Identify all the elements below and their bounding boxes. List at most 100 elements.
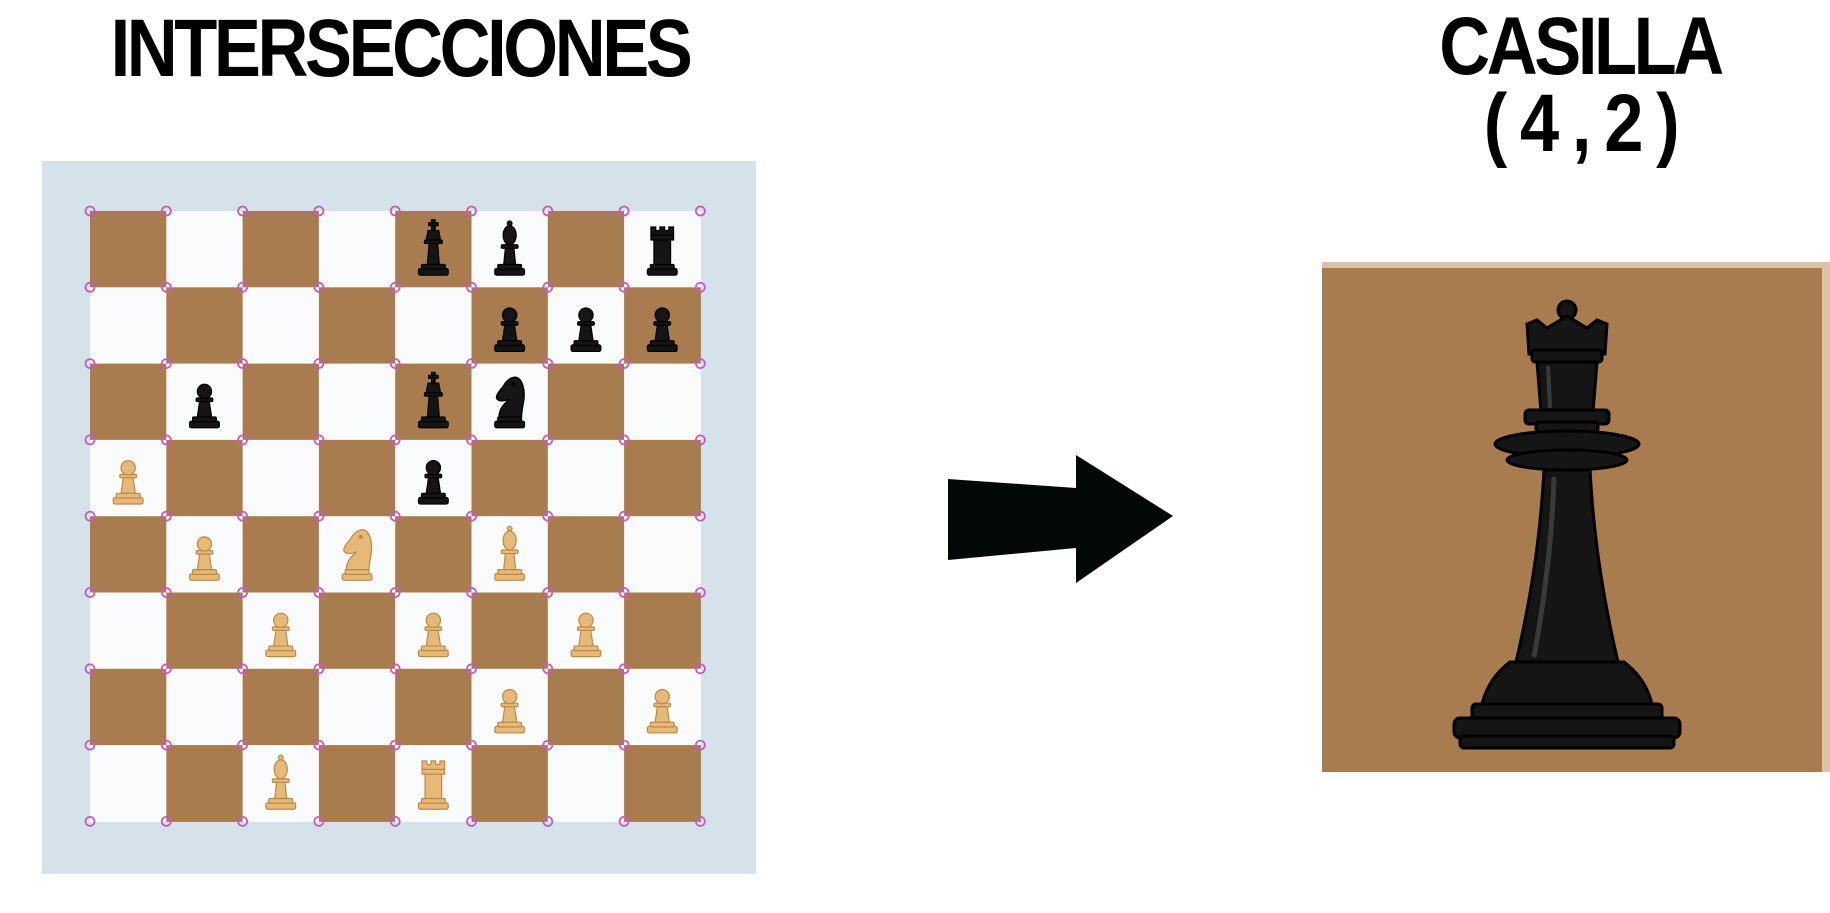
dark-square xyxy=(624,439,701,517)
intersection-marker xyxy=(695,663,706,675)
intersection-marker xyxy=(618,281,630,293)
dark-square xyxy=(471,439,549,517)
intersection-marker xyxy=(160,663,172,675)
intersection-marker xyxy=(466,434,477,446)
white-pawn-icon xyxy=(570,612,602,658)
dark-square xyxy=(242,668,320,746)
intersection-marker xyxy=(466,816,477,827)
intersection-marker xyxy=(618,663,630,675)
intersection-marker xyxy=(160,816,172,827)
intersection-marker xyxy=(313,587,325,598)
intersection-marker xyxy=(160,205,172,217)
intersection-marker xyxy=(695,816,706,827)
black-king-icon xyxy=(417,219,449,276)
intersection-marker xyxy=(695,587,706,598)
dark-square xyxy=(90,363,167,441)
intersection-marker xyxy=(84,358,96,370)
dark-square xyxy=(90,211,167,288)
intersection-marker xyxy=(313,510,325,522)
intersection-marker xyxy=(160,510,172,522)
intersection-marker xyxy=(84,281,96,293)
square-title-label: CASILLA xyxy=(1439,1,1724,92)
dark-square xyxy=(471,745,549,822)
black-rook-icon xyxy=(646,226,678,276)
intersection-marker xyxy=(84,510,96,522)
light-square xyxy=(318,363,396,441)
intersection-marker xyxy=(618,510,630,522)
intersection-marker xyxy=(618,816,630,827)
intersection-marker xyxy=(237,205,249,217)
square-title: CASILLA ( 4 , 2 ) xyxy=(1399,1,1760,170)
black-bishop-icon xyxy=(494,220,526,276)
white-knight-icon xyxy=(341,529,373,581)
intersection-marker xyxy=(542,816,554,827)
light-square xyxy=(395,287,472,365)
intersection-marker xyxy=(84,663,96,675)
dark-square xyxy=(242,211,320,288)
intersection-marker xyxy=(389,816,401,827)
intersection-marker xyxy=(84,739,96,751)
chessboard-intersections-diagram xyxy=(42,161,756,874)
intersection-marker xyxy=(313,434,325,446)
light-square xyxy=(624,363,701,441)
intersection-marker xyxy=(389,434,401,446)
intersection-marker xyxy=(466,739,477,751)
light-square xyxy=(90,287,167,365)
intersection-marker xyxy=(237,739,249,751)
black-pawn-icon xyxy=(417,459,449,505)
intersection-marker xyxy=(237,510,249,522)
intersection-marker xyxy=(84,434,96,446)
black-pawn-icon xyxy=(646,307,678,353)
light-square xyxy=(242,287,320,365)
intersection-marker xyxy=(389,510,401,522)
dark-square xyxy=(547,211,625,288)
intersection-marker xyxy=(618,205,630,217)
intersection-marker xyxy=(313,281,325,293)
intersection-marker xyxy=(237,663,249,675)
arrow-shape xyxy=(948,455,1173,583)
intersection-marker xyxy=(618,739,630,751)
black-pawn-icon xyxy=(494,307,526,353)
intersection-marker xyxy=(695,281,706,293)
dark-square xyxy=(395,668,472,746)
closeup-right-border xyxy=(1822,262,1830,772)
white-pawn-icon xyxy=(646,688,678,734)
dark-square xyxy=(547,668,625,746)
dark-square xyxy=(242,363,320,441)
dark-square xyxy=(547,516,625,593)
intersection-marker xyxy=(84,205,96,217)
intersection-marker xyxy=(695,739,706,751)
square-coordinates: ( 4 , 2 ) xyxy=(1483,78,1680,170)
intersection-marker xyxy=(389,205,401,217)
light-square xyxy=(242,439,320,517)
intersection-marker xyxy=(237,281,249,293)
white-pawn-icon xyxy=(265,612,297,658)
dark-square xyxy=(318,287,396,365)
black-knight-icon xyxy=(494,376,526,429)
intersection-marker xyxy=(84,816,96,827)
intersection-marker xyxy=(466,205,477,217)
light-square xyxy=(166,211,244,288)
intersection-marker xyxy=(389,739,401,751)
dark-square xyxy=(318,592,396,670)
intersection-marker xyxy=(313,739,325,751)
black-pawn-icon xyxy=(188,383,220,429)
dark-square xyxy=(624,745,701,822)
board-pieces xyxy=(112,219,678,810)
intersection-marker xyxy=(237,816,249,827)
intersection-markers xyxy=(84,205,706,827)
board-squares xyxy=(90,211,701,822)
intersection-marker xyxy=(618,358,630,370)
white-rook-icon xyxy=(417,760,449,810)
intersection-marker xyxy=(160,434,172,446)
intersection-marker xyxy=(160,281,172,293)
light-square xyxy=(547,745,625,822)
dark-square xyxy=(166,287,244,365)
intersection-marker xyxy=(237,434,249,446)
intersection-marker xyxy=(160,358,172,370)
dark-square xyxy=(90,516,167,593)
dark-square xyxy=(471,592,549,670)
dark-square xyxy=(90,668,167,746)
light-square xyxy=(166,668,244,746)
intersection-marker xyxy=(542,434,554,446)
